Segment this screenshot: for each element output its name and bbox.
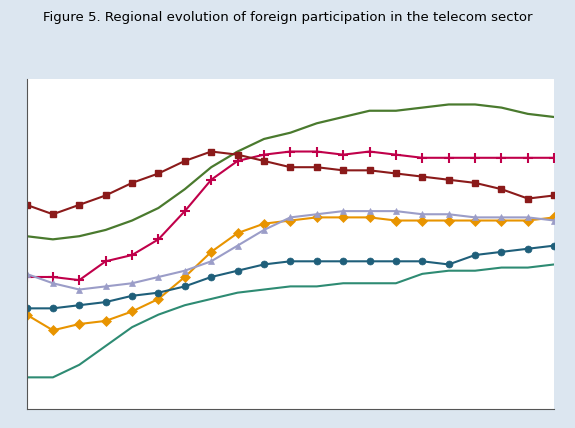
Text: Figure 5. Regional evolution of foreign participation in the telecom sector: Figure 5. Regional evolution of foreign …: [43, 11, 532, 24]
